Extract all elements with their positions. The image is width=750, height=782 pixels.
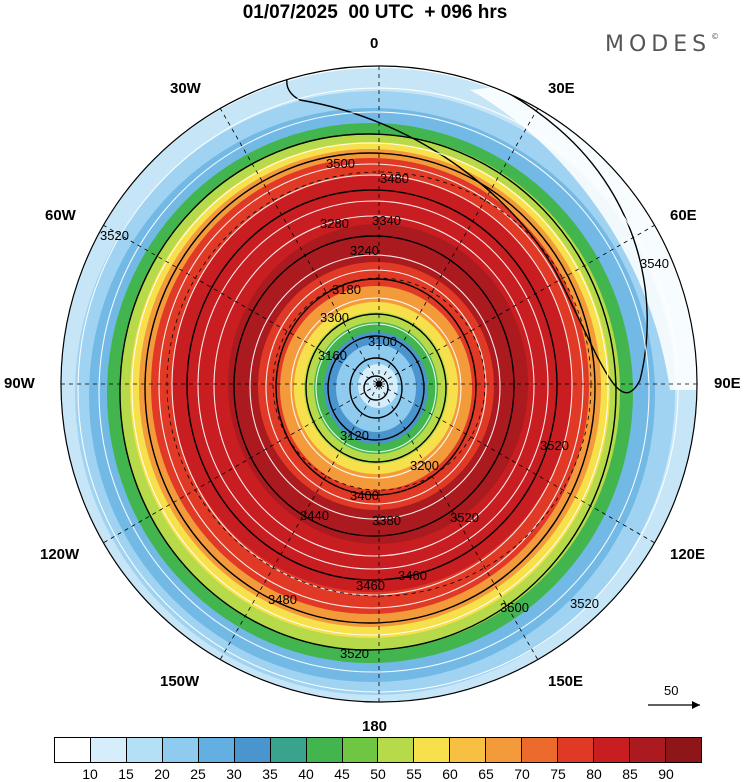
contour-label: 3340 — [372, 213, 401, 228]
contour-label: 3500 — [326, 156, 355, 171]
colorbar-swatch — [522, 738, 559, 762]
lon-label-60w: 60W — [45, 207, 76, 224]
colorbar-swatch — [665, 738, 701, 762]
contour-label: 3200 — [410, 458, 439, 473]
map-title: 01/07/2025 00 UTC + 096 hrs — [242, 2, 508, 23]
pole-marker — [376, 381, 382, 387]
colorbar-swatch — [378, 738, 415, 762]
contour-label: 3440 — [300, 508, 329, 523]
contour-label: 3520 — [100, 228, 129, 243]
colorbar-swatch — [234, 738, 271, 762]
height-contours — [119, 66, 648, 651]
lon-label-180: 180 — [362, 718, 388, 735]
contour-label: 3240 — [350, 243, 379, 258]
colorbar-swatch — [198, 738, 235, 762]
wind-speed-bands — [61, 66, 697, 702]
colorbar-swatch — [414, 738, 451, 762]
contour-label: 3480 — [268, 592, 297, 607]
lon-label-30e: 30E — [548, 80, 575, 97]
contour-label: 3480 — [380, 171, 409, 186]
colorbar-swatch — [270, 738, 307, 762]
colorbar-swatch — [162, 738, 199, 762]
contour-label: 3300 — [320, 310, 349, 325]
streamlines — [77, 87, 679, 693]
lon-label-0: 0 — [370, 35, 379, 52]
wind-speed-field — [61, 66, 697, 702]
colorbar-label: 40 — [298, 766, 314, 782]
colorbar-swatch — [594, 738, 630, 762]
colorbar-swatch — [306, 738, 343, 762]
colorbar-label: 90 — [658, 766, 674, 782]
colorbar-swatch — [558, 738, 595, 762]
graticule — [61, 66, 697, 702]
colorbar-label: 10 — [82, 766, 98, 782]
brand-name: MODES — [605, 32, 712, 57]
contour-label: 3540 — [640, 256, 669, 271]
brand-logo: MODES© — [605, 32, 719, 57]
colorbar-label: 80 — [586, 766, 602, 782]
contour-label: 3460 — [356, 578, 385, 593]
lon-label-90e: 90E — [714, 375, 741, 392]
contour-label: 3500 — [500, 600, 529, 615]
lon-label-30w: 30W — [170, 80, 201, 97]
colorbar-swatch — [630, 738, 666, 762]
lon-label-60e: 60E — [670, 207, 697, 224]
colorbar-label: 55 — [406, 766, 422, 782]
colorbar-label: 85 — [622, 766, 638, 782]
colorbar-label: 25 — [190, 766, 206, 782]
lon-label-90w: 90W — [4, 375, 35, 392]
contour-label: 3520 — [540, 438, 569, 453]
colorbar-swatch — [126, 738, 163, 762]
contour-label: 3400 — [350, 488, 379, 503]
lon-label-150w: 150W — [160, 673, 200, 690]
contour-label: 3160 — [318, 348, 347, 363]
colorbar-swatch — [90, 738, 127, 762]
colorbar — [54, 737, 702, 763]
brand-mark: © — [711, 32, 720, 41]
contour-label: 3520 — [450, 510, 479, 525]
lon-label-120e: 120E — [670, 546, 706, 563]
colorbar-label: 65 — [478, 766, 494, 782]
colorbar-label: 35 — [262, 766, 278, 782]
reference-vector-label: 50 — [664, 683, 679, 698]
arrow-right-icon — [648, 701, 700, 709]
map-boundary — [60, 65, 698, 703]
colorbar-swatch — [450, 738, 487, 762]
lon-label-120w: 120W — [40, 546, 80, 563]
colorbar-label: 70 — [514, 766, 530, 782]
colorbar-label: 45 — [334, 766, 350, 782]
colorbar-label: 50 — [370, 766, 386, 782]
contour-label: 3380 — [372, 513, 401, 528]
colorbar-swatch — [55, 738, 91, 762]
contour-label: 3520 — [570, 596, 599, 611]
colorbar-label: 30 — [226, 766, 242, 782]
colorbar-label: 75 — [550, 766, 566, 782]
contour-label: 3460 — [398, 568, 427, 583]
contour-label: 3100 — [368, 334, 397, 349]
lon-label-150e: 150E — [548, 673, 584, 690]
contour-label: 3120 — [340, 428, 369, 443]
colorbar-swatch — [342, 738, 379, 762]
contour-label: 3180 — [332, 282, 361, 297]
colorbar-swatch — [486, 738, 523, 762]
contour-label: 3280 — [320, 216, 349, 231]
contour-label: 3520 — [340, 646, 369, 661]
colorbar-label: 15 — [118, 766, 134, 782]
colorbar-label: 20 — [154, 766, 170, 782]
colorbar-label: 60 — [442, 766, 458, 782]
